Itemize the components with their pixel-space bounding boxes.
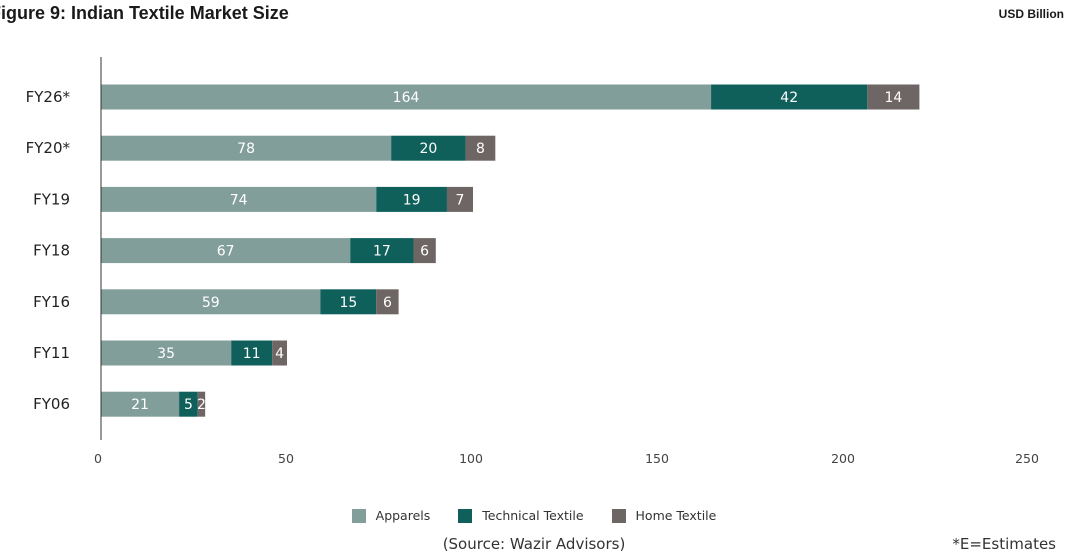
x-tick-label-150: 150 (645, 451, 669, 466)
bar-technical-textile-fy18 (350, 238, 414, 264)
legend-swatch-home-textile (611, 508, 626, 523)
source-note: (Source: Wazir Advisors) (442, 535, 626, 553)
data-label-apparels-fy20: 78 (237, 141, 255, 157)
data-label-home-textile-fy18: 6 (420, 244, 429, 260)
bar-home-textile-fy18 (413, 238, 436, 264)
category-label-fy11: FY11 (33, 344, 70, 362)
x-tick-labels: 0 50 100 150 200 250 (94, 451, 1039, 466)
x-tick-label-250: 250 (1015, 451, 1039, 466)
data-label-technical-textile-fy26: 42 (780, 90, 798, 106)
legend: Apparels Technical Textile Home Textile (0, 508, 1068, 526)
category-label-fy19: FY19 (33, 190, 70, 208)
bar-technical-textile-fy19 (376, 186, 447, 212)
data-label-technical-textile-fy06: 5 (184, 397, 193, 413)
bar-group: 164 42 14 78 20 8 74 19 7 67 17 6 59 15 6 35 11 4 21 5 2 (101, 84, 920, 417)
data-label-home-textile-fy19: 7 (456, 192, 465, 208)
data-label-technical-textile-fy19: 19 (403, 192, 421, 208)
category-label-fy18: FY18 (33, 242, 70, 260)
legend-item-apparels: Apparels (351, 508, 431, 523)
legend-label-apparels: Apparels (375, 508, 431, 523)
data-label-apparels-fy11: 35 (157, 346, 175, 362)
data-label-technical-textile-fy20: 20 (419, 141, 437, 157)
data-label-apparels-fy16: 59 (202, 295, 220, 311)
legend-swatch-technical-textile (458, 508, 473, 523)
legend-item-technical-textile: Technical Textile (458, 508, 584, 523)
bar-technical-textile-fy11 (231, 340, 273, 366)
bar-technical-textile-fy16 (320, 289, 377, 315)
data-label-home-textile-fy11: 4 (275, 346, 284, 362)
category-label-fy26: FY26* (26, 88, 71, 106)
bar-home-textile-fy26 (867, 84, 920, 110)
bar-apparels-fy20 (101, 135, 392, 161)
legend-label-home-textile: Home Textile (635, 508, 717, 523)
bar-apparels-fy06 (101, 391, 180, 417)
data-label-technical-textile-fy16: 15 (339, 295, 357, 311)
data-label-home-textile-fy06: 2 (197, 397, 206, 413)
legend-item-home-textile: Home Textile (611, 508, 717, 523)
estimates-note: *E=Estimates (952, 535, 1056, 553)
unit-label: USD Billion (998, 7, 1064, 21)
bar-technical-textile-fy06 (179, 391, 198, 417)
bar-apparels-fy19 (101, 186, 377, 212)
data-label-apparels-fy26: 164 (393, 90, 420, 106)
data-label-apparels-fy19: 74 (230, 192, 248, 208)
bar-home-textile-fy11 (272, 340, 287, 366)
data-label-home-textile-fy26: 14 (884, 90, 902, 106)
category-label-fy06: FY06 (33, 395, 70, 413)
x-tick-label-100: 100 (459, 451, 483, 466)
data-label-home-textile-fy20: 8 (476, 141, 485, 157)
bar-apparels-fy26 (101, 84, 712, 110)
x-tick-label-50: 50 (278, 451, 294, 466)
category-label-fy20: FY20* (26, 139, 71, 157)
bar-apparels-fy18 (101, 238, 351, 264)
data-label-apparels-fy06: 21 (131, 397, 149, 413)
x-tick-label-200: 200 (831, 451, 855, 466)
bar-home-textile-fy06 (197, 391, 206, 417)
bar-apparels-fy16 (101, 289, 321, 315)
chart-title: Figure 9: Indian Textile Market Size (0, 3, 289, 23)
bar-home-textile-fy20 (465, 135, 496, 161)
data-label-technical-textile-fy11: 11 (243, 346, 261, 362)
legend-label-technical-textile: Technical Textile (482, 508, 584, 523)
bar-chart: 164 42 14 78 20 8 74 19 7 67 17 6 59 15 6 35 11 4 21 5 2 FY2… (26, 57, 1039, 466)
bar-home-textile-fy19 (446, 186, 473, 212)
data-label-technical-textile-fy18: 17 (373, 244, 391, 260)
category-label-fy16: FY16 (33, 293, 70, 311)
x-tick-label-0: 0 (94, 451, 102, 466)
bar-apparels-fy11 (101, 340, 232, 366)
bar-technical-textile-fy26 (711, 84, 868, 110)
data-label-home-textile-fy16: 6 (383, 295, 392, 311)
category-labels: FY26* FY20* FY19 FY18 FY16 FY11 FY06 (26, 88, 71, 413)
bar-technical-textile-fy20 (391, 135, 466, 161)
data-label-apparels-fy18: 67 (217, 244, 235, 260)
bar-home-textile-fy16 (376, 289, 399, 315)
legend-swatch-apparels (351, 508, 366, 523)
